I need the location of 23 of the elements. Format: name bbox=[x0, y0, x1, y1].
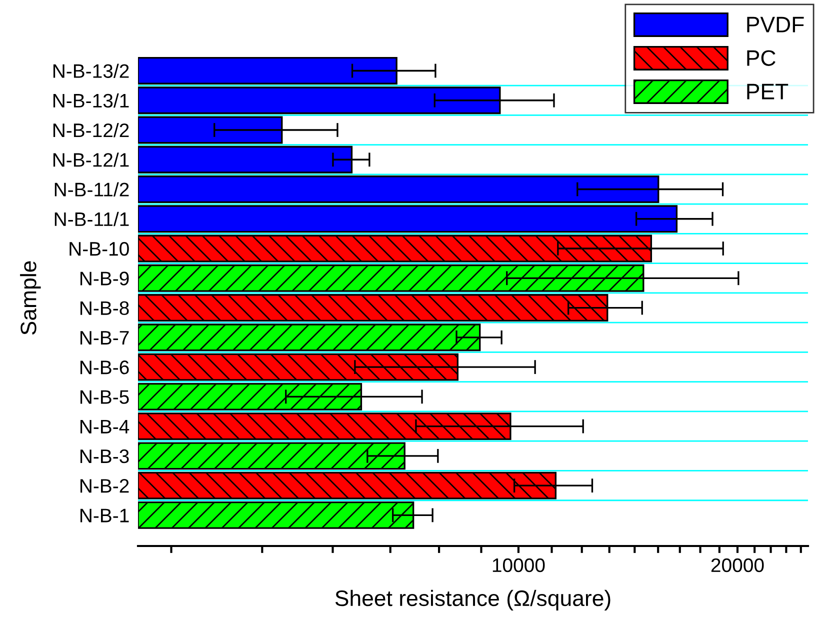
legend-label: PC bbox=[747, 50, 776, 66]
y-tick-label: N-B-10 bbox=[70, 242, 129, 256]
legend-label: PVDF bbox=[747, 16, 804, 32]
y-tick-label: N-B-11/2 bbox=[54, 182, 129, 196]
y-tick-label: N-B-2 bbox=[80, 479, 129, 493]
x-axis-title: Sheet resistance (Ω/square) bbox=[335, 590, 610, 611]
y-tick-label: N-B-4 bbox=[80, 420, 130, 434]
y-tick-label: N-B-3 bbox=[80, 449, 129, 464]
y-tick-label: N-B-13/2 bbox=[53, 64, 129, 78]
y-tick-label: N-B-5 bbox=[80, 390, 129, 404]
x-tick-label: 20000 bbox=[711, 558, 764, 572]
y-tick-label: N-B-11/1 bbox=[54, 212, 129, 226]
y-tick-label: N-B-13/1 bbox=[53, 93, 129, 108]
y-tick-label: N-B-6 bbox=[80, 360, 129, 374]
legend-label: PET bbox=[747, 84, 788, 100]
y-tick-label: N-B-12/1 bbox=[53, 152, 129, 167]
y-tick-label: N-B-8 bbox=[80, 301, 129, 316]
y-tick-label: N-B-9 bbox=[80, 272, 129, 286]
y-axis-title: Sample bbox=[20, 261, 41, 335]
y-tick-label: N-B-1 bbox=[80, 508, 129, 522]
y-tick-label: N-B-12/2 bbox=[53, 122, 129, 138]
x-tick-label: 10000 bbox=[492, 558, 545, 572]
y-tick-label: N-B-7 bbox=[80, 331, 129, 344]
